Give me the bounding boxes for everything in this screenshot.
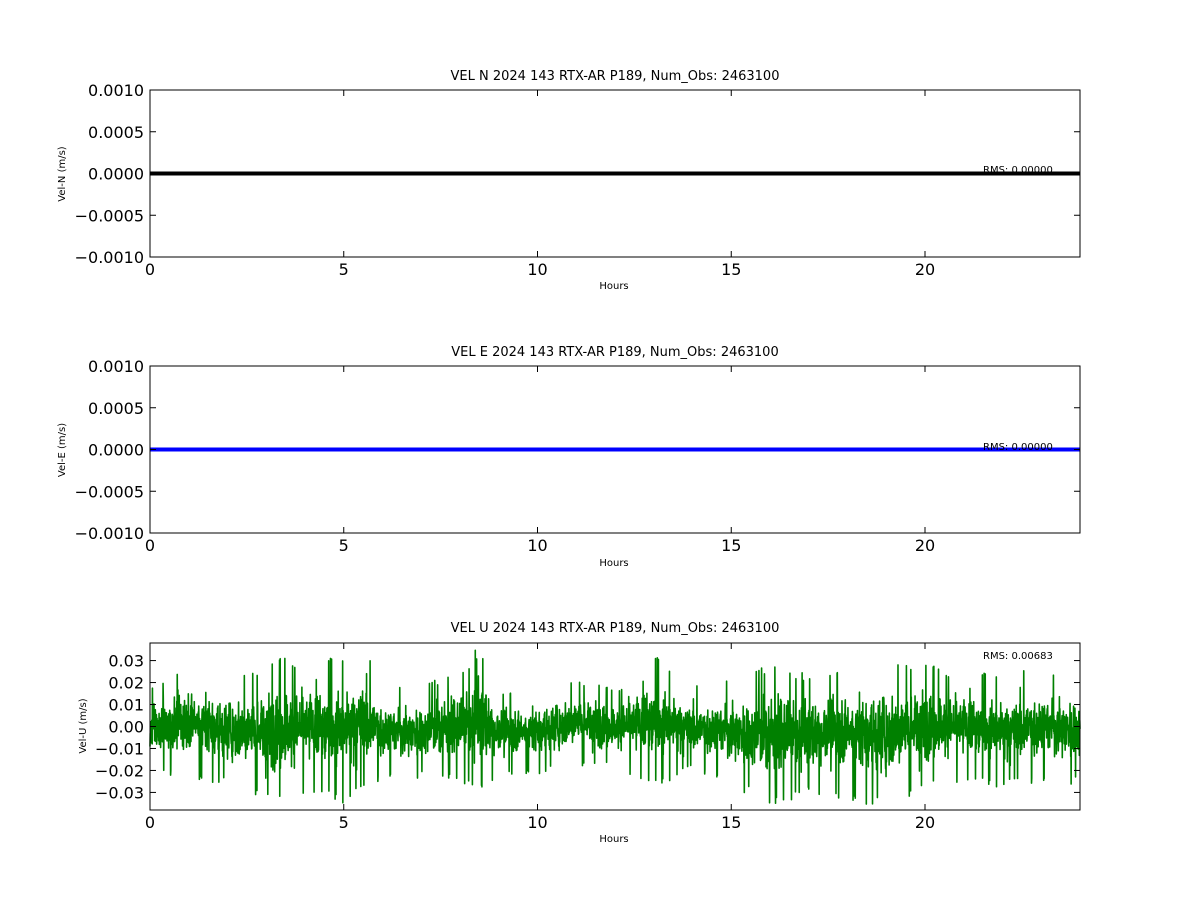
rms-annotation: RMS: 0.00683 <box>983 651 1053 662</box>
x-tick-label: 10 <box>527 536 547 555</box>
y-tick-label: −0.0005 <box>75 206 144 225</box>
y-tick-label: −0.0010 <box>75 524 144 543</box>
ticks-layer: 0 5 10 15 20 0.03 0.02 0.01 0.00 −0.01 −0.02 −0.03 <box>95 643 1080 832</box>
x-tick-label: 0 <box>145 536 155 555</box>
series-line <box>149 649 1081 805</box>
x-tick-label: 0 <box>145 260 155 279</box>
y-tick-label: 0.0010 <box>88 357 144 376</box>
axes-frame <box>149 642 1081 811</box>
x-axis-label: Hours <box>599 281 628 292</box>
x-tick-label: 5 <box>339 536 349 555</box>
x-tick-label: 5 <box>339 813 349 832</box>
x-tick-label: 10 <box>527 260 547 279</box>
y-tick-label: 0.0005 <box>88 123 144 142</box>
y-tick-label: 0.02 <box>108 674 144 693</box>
y-tick-label: −0.02 <box>95 761 144 780</box>
y-axis-label: Vel-N (m/s) <box>57 146 68 201</box>
y-axis-label: Vel-U (m/s) <box>78 698 89 753</box>
x-axis-label: Hours <box>599 558 628 569</box>
axes-frame <box>149 365 1081 534</box>
x-axis-label: Hours <box>599 834 628 845</box>
panel-title: VEL U 2024 143 RTX-AR P189, Num_Obs: 246… <box>451 621 780 636</box>
y-tick-label: 0.0005 <box>88 399 144 418</box>
y-tick-label: −0.0005 <box>75 482 144 501</box>
x-tick-label: 20 <box>915 260 935 279</box>
panel-vel-n: VEL N 2024 143 RTX-AR P189, Num_Obs: 246… <box>57 69 1081 292</box>
y-tick-label: −0.01 <box>95 739 144 758</box>
x-tick-label: 15 <box>721 813 741 832</box>
y-axis-label: Vel-E (m/s) <box>57 423 68 477</box>
y-tick-label: 0.0000 <box>88 441 144 460</box>
x-tick-label: 20 <box>915 536 935 555</box>
axes-frame <box>149 89 1081 258</box>
x-tick-label: 10 <box>527 813 547 832</box>
panel-vel-u: VEL U 2024 143 RTX-AR P189, Num_Obs: 246… <box>78 621 1081 845</box>
ticks-layer: 0 5 10 15 20 0.0010 0.0005 0.0000 −0.0005 −0.0010 <box>75 357 1080 555</box>
x-tick-label: 15 <box>721 536 741 555</box>
y-tick-label: 0.03 <box>108 652 144 671</box>
x-tick-label: 0 <box>145 813 155 832</box>
y-tick-label: 0.00 <box>108 718 144 737</box>
x-tick-label: 15 <box>721 260 741 279</box>
x-tick-label: 5 <box>339 260 349 279</box>
y-tick-label: −0.0010 <box>75 248 144 267</box>
rms-annotation: RMS: 0.00000 <box>983 165 1053 176</box>
panel-title: VEL E 2024 143 RTX-AR P189, Num_Obs: 246… <box>451 345 778 360</box>
rms-annotation: RMS: 0.00000 <box>983 442 1053 453</box>
x-tick-label: 20 <box>915 813 935 832</box>
y-tick-label: 0.0010 <box>88 81 144 100</box>
y-tick-label: 0.0000 <box>88 165 144 184</box>
y-tick-label: −0.03 <box>95 783 144 802</box>
series-layer <box>149 649 1081 805</box>
panel-title: VEL N 2024 143 RTX-AR P189, Num_Obs: 246… <box>451 69 780 84</box>
panel-vel-e: VEL E 2024 143 RTX-AR P189, Num_Obs: 246… <box>57 345 1081 569</box>
y-tick-label: 0.01 <box>108 696 144 715</box>
